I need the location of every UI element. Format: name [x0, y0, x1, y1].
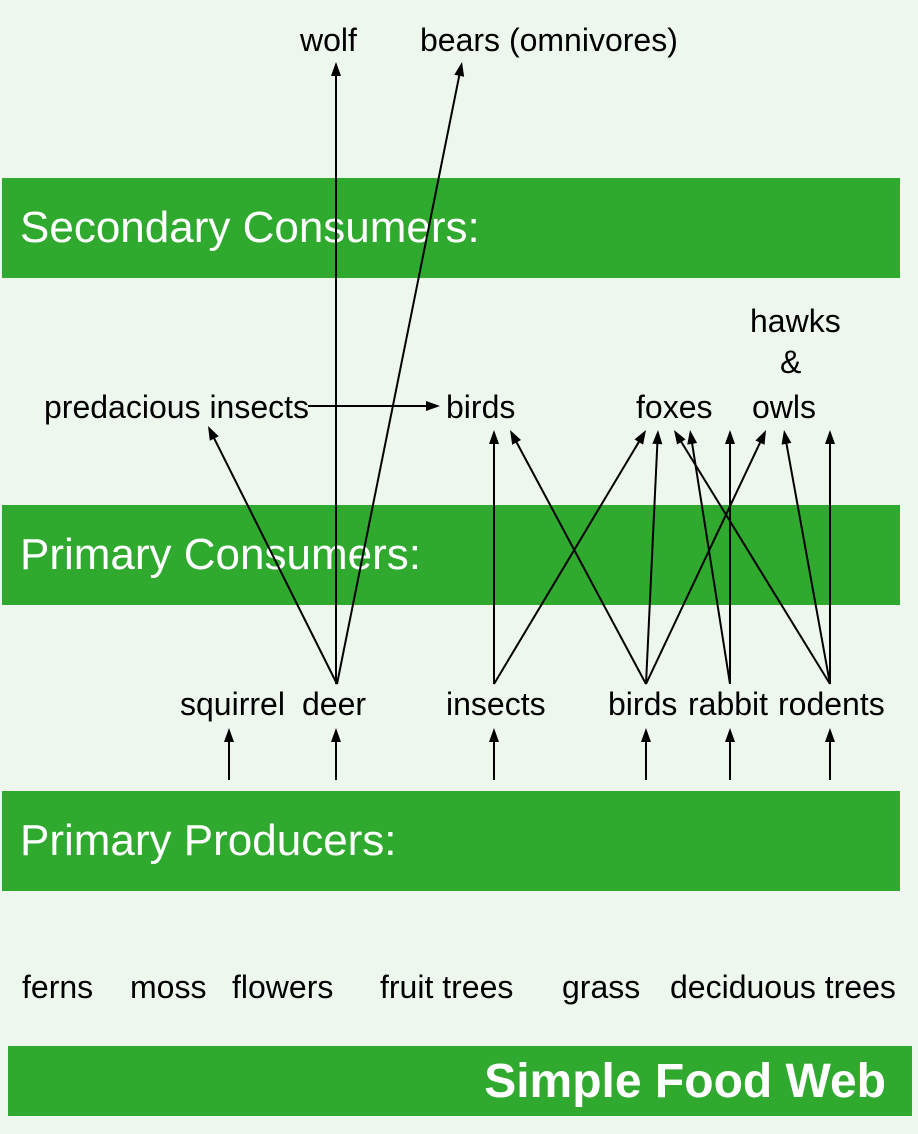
node-hawks-word: hawks [750, 303, 841, 340]
node-birds-secondary: birds [446, 389, 515, 426]
node-ferns: ferns [22, 969, 93, 1006]
node-rodents: rodents [778, 686, 885, 723]
node-flowers: flowers [232, 969, 333, 1006]
title-bar: Simple Food Web [8, 1046, 912, 1116]
node-bears: bears (omnivores) [420, 22, 678, 59]
band-secondary-label: Secondary Consumers: [20, 203, 480, 253]
node-insects: insects [446, 686, 546, 723]
node-moss: moss [130, 969, 206, 1006]
node-foxes: foxes [636, 389, 712, 426]
band-primary-producers: Primary Producers: [2, 791, 900, 891]
node-fruit-trees: fruit trees [380, 969, 513, 1006]
node-deer: deer [302, 686, 366, 723]
node-deciduous-trees: deciduous trees [670, 969, 896, 1006]
band-primary-label: Primary Consumers: [20, 530, 421, 580]
node-squirrel: squirrel [180, 686, 285, 723]
node-birds-primary: birds [608, 686, 677, 723]
node-wolf: wolf [300, 22, 357, 59]
node-rabbit: rabbit [688, 686, 768, 723]
band-producers-label: Primary Producers: [20, 816, 397, 866]
band-primary-consumers: Primary Consumers: [2, 505, 900, 605]
node-hawks-ampersand: & [780, 344, 801, 381]
node-predacious-insects: predacious insects [44, 389, 309, 426]
title-text: Simple Food Web [484, 1054, 886, 1109]
node-owls: owls [752, 389, 816, 426]
band-secondary-consumers: Secondary Consumers: [2, 178, 900, 278]
node-grass: grass [562, 969, 640, 1006]
